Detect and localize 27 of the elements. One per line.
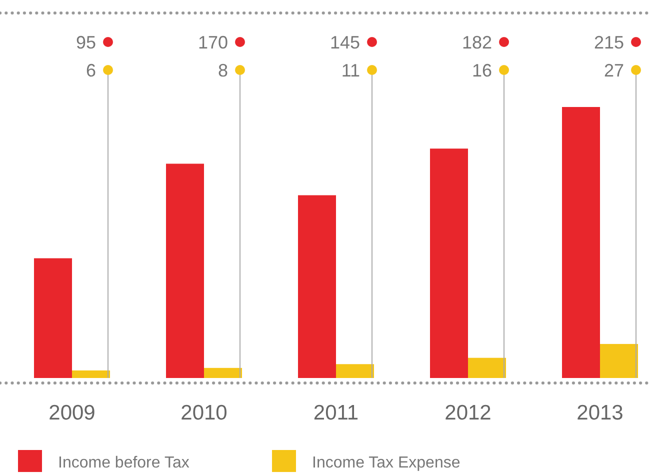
- bar: [298, 195, 336, 378]
- bar: [72, 370, 110, 378]
- x-tick-label: 2010: [180, 401, 228, 424]
- data-label: 215: [594, 32, 624, 52]
- bar: [600, 344, 638, 378]
- x-tick-label: 2013: [576, 401, 624, 424]
- legend-label: Income Tax Expense: [312, 454, 460, 472]
- data-label: 170: [198, 32, 228, 52]
- bar: [34, 258, 72, 378]
- data-label: 95: [76, 32, 96, 52]
- data-label: 6: [86, 60, 96, 80]
- x-tick-label: 2012: [444, 401, 492, 424]
- legend-label: Income before Tax: [58, 454, 190, 472]
- data-label: 8: [218, 60, 228, 80]
- data-label: 182: [462, 32, 492, 52]
- data-label: 16: [472, 60, 492, 80]
- bar: [166, 164, 204, 378]
- x-tick-label: 2009: [48, 401, 96, 424]
- data-label: 27: [604, 60, 624, 80]
- bar: [562, 107, 600, 378]
- bar: [204, 368, 242, 378]
- x-tick-label: 2011: [313, 401, 359, 424]
- data-label: 11: [341, 60, 360, 80]
- bar: [336, 364, 374, 378]
- data-label: 145: [330, 32, 360, 52]
- bar: [468, 358, 506, 378]
- bar: [430, 148, 468, 378]
